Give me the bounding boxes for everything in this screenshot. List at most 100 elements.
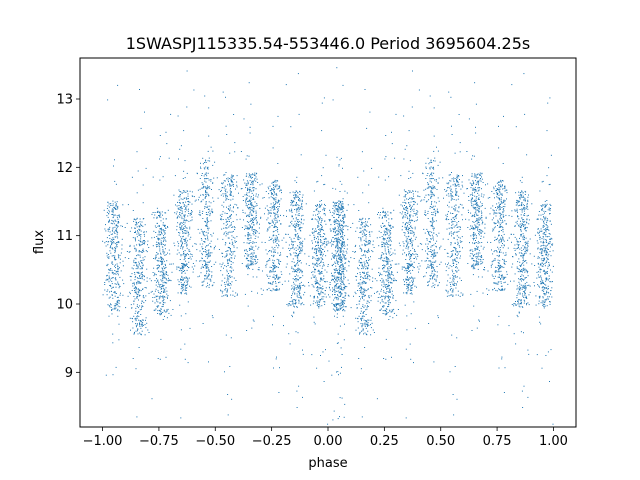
data-point — [476, 264, 478, 266]
data-point — [496, 193, 498, 194]
data-point — [248, 208, 250, 210]
data-point — [361, 218, 363, 220]
data-point — [300, 243, 302, 245]
data-point — [543, 244, 545, 246]
data-point — [363, 271, 365, 273]
data-point — [276, 243, 278, 244]
data-point — [498, 262, 500, 264]
data-point — [273, 230, 275, 232]
data-point — [383, 239, 385, 241]
data-point — [498, 266, 500, 268]
data-point — [164, 277, 166, 279]
data-point — [286, 304, 288, 305]
data-point — [184, 257, 186, 259]
data-point — [468, 196, 470, 197]
data-point — [236, 204, 238, 206]
data-point — [426, 267, 428, 269]
data-point — [386, 312, 388, 314]
data-point — [339, 288, 341, 290]
data-point — [268, 282, 270, 284]
data-point — [476, 214, 478, 216]
data-point — [522, 207, 524, 209]
data-point — [283, 215, 285, 217]
data-point — [406, 238, 408, 240]
data-point — [109, 237, 111, 239]
data-point — [552, 250, 554, 252]
data-point — [289, 304, 291, 306]
data-point — [342, 296, 344, 298]
data-point — [111, 223, 113, 225]
data-point — [227, 277, 229, 279]
data-point — [183, 170, 185, 172]
data-point — [177, 222, 179, 224]
data-point — [548, 184, 550, 186]
data-point — [508, 215, 510, 217]
data-point — [542, 213, 544, 215]
data-point — [280, 189, 282, 191]
data-point — [339, 231, 341, 233]
data-point — [425, 166, 427, 168]
data-point — [504, 220, 506, 222]
data-point — [324, 269, 326, 271]
data-point — [159, 302, 161, 304]
data-point — [293, 299, 295, 301]
data-point — [299, 241, 301, 243]
data-point — [340, 273, 342, 275]
data-point — [155, 284, 157, 286]
data-point — [340, 283, 341, 285]
data-point — [363, 228, 365, 230]
data-point — [112, 237, 114, 239]
data-point — [247, 190, 248, 191]
data-point — [232, 198, 234, 200]
data-point — [255, 230, 257, 232]
data-point — [459, 257, 461, 259]
data-point — [185, 220, 187, 222]
data-point — [225, 256, 227, 257]
data-point — [168, 277, 169, 279]
data-point — [106, 290, 108, 292]
data-point — [317, 286, 319, 287]
data-point — [431, 214, 433, 215]
data-point — [115, 267, 116, 269]
data-point — [336, 309, 338, 311]
data-point — [135, 293, 137, 295]
data-point — [275, 201, 277, 203]
data-point — [333, 289, 335, 290]
data-point — [271, 182, 273, 184]
data-point — [542, 286, 544, 287]
data-point — [327, 423, 329, 425]
data-point — [388, 270, 390, 272]
data-point — [293, 197, 295, 198]
data-point — [206, 270, 208, 272]
data-point — [368, 248, 370, 250]
data-point — [250, 214, 252, 216]
data-point — [297, 291, 299, 293]
data-point — [447, 193, 449, 195]
data-point — [411, 241, 413, 243]
data-point — [523, 302, 525, 304]
data-point — [335, 247, 337, 249]
data-point — [526, 204, 528, 206]
data-point — [323, 184, 325, 186]
data-point — [336, 238, 338, 240]
data-point — [295, 194, 297, 196]
data-point — [361, 326, 363, 328]
data-point — [377, 297, 379, 298]
data-point — [178, 208, 180, 210]
data-point — [252, 204, 254, 206]
data-point — [204, 241, 206, 243]
data-point — [482, 292, 484, 294]
data-point — [378, 230, 380, 232]
data-point — [476, 327, 478, 329]
data-point — [493, 210, 495, 211]
data-point — [208, 249, 210, 251]
data-point — [323, 381, 325, 382]
data-point — [117, 266, 119, 267]
data-point — [476, 261, 478, 263]
data-point — [477, 198, 479, 200]
data-point — [318, 251, 320, 253]
data-point — [342, 304, 344, 306]
data-point — [316, 300, 318, 302]
data-point — [204, 197, 206, 199]
data-point — [185, 208, 187, 209]
